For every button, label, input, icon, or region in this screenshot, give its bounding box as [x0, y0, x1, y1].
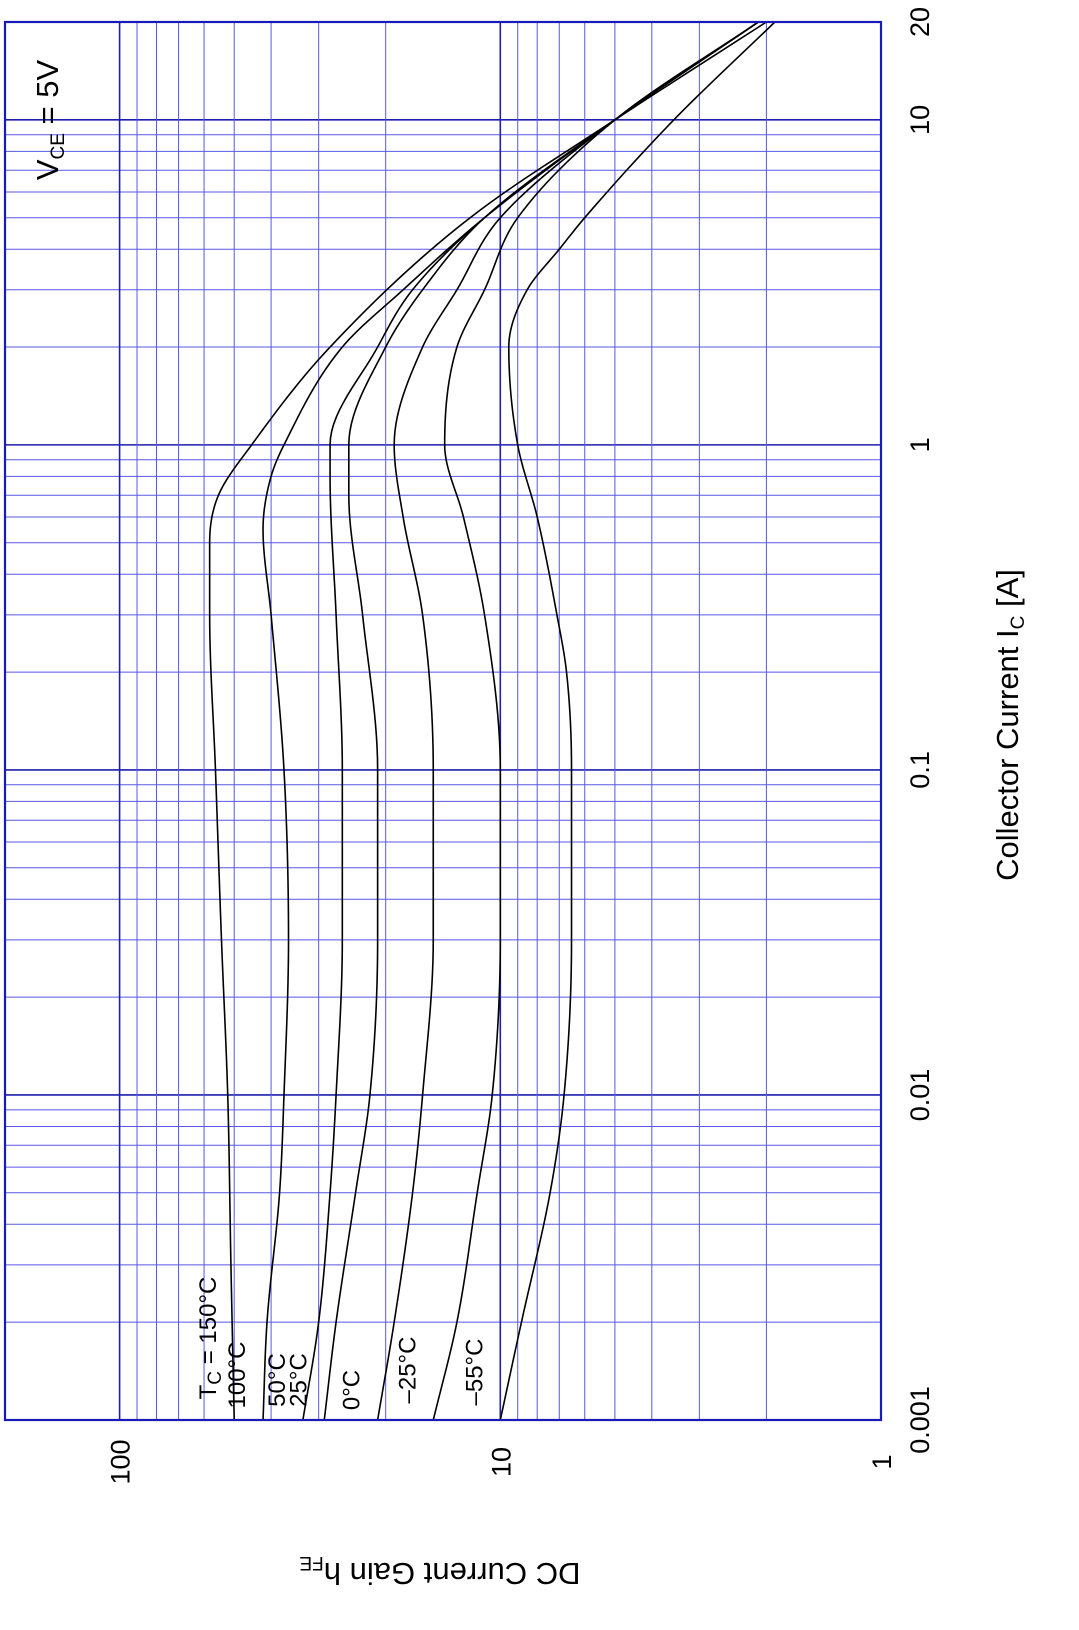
y-axis-title-sub: FE	[300, 1552, 324, 1573]
x-axis-title-tail: [A]	[990, 569, 1025, 616]
x-axis-title: Collector Current IC [A]	[990, 569, 1029, 881]
series-label-1: 100°C	[224, 1342, 251, 1409]
series-curve-1	[262, 21, 759, 1421]
series-label-text: 50°C	[264, 1353, 291, 1407]
series-curve-3	[323, 21, 759, 1421]
series-curve-6	[499, 21, 776, 1421]
series-label-main: –55°C	[461, 1339, 488, 1406]
x-tick-label: 1	[905, 437, 935, 452]
x-tick-label: 0.01	[905, 1069, 935, 1122]
series-curve-5	[432, 21, 759, 1421]
series-label-sub: C	[205, 1371, 226, 1385]
plot-curves	[208, 21, 776, 1421]
series-label-text: –55°C	[461, 1339, 488, 1406]
y-tick-label: 10	[486, 1447, 516, 1477]
series-label-main: 25°C	[285, 1353, 312, 1407]
series-label-3: 25°C	[285, 1353, 312, 1407]
x-axis-title-sub: C	[1008, 616, 1029, 630]
series-label-text: 0°C	[339, 1370, 366, 1410]
vce-annotation-main: V	[30, 159, 65, 180]
series-label-main: 0°C	[339, 1370, 366, 1410]
series-curve-0	[208, 21, 767, 1421]
series-label-tail: = 150°C	[195, 1277, 222, 1371]
series-curve-2	[302, 21, 759, 1421]
series-label-main: 50°C	[264, 1353, 291, 1407]
series-label-2: 50°C	[264, 1353, 291, 1407]
series-label-text: 25°C	[285, 1353, 312, 1407]
series-label-0: TC = 150°C	[195, 1277, 226, 1400]
y-tick-label: 100	[106, 1439, 136, 1484]
x-tick-label: 0.001	[905, 1386, 935, 1454]
plot-ticks: 0.001 0.01 0.1 1 10 20 1 10 100	[106, 7, 935, 1485]
vce-annotation-tail: = 5V	[30, 60, 65, 134]
series-label-text: –25°C	[394, 1337, 421, 1404]
series-label-text: 100°C	[224, 1342, 251, 1409]
plot-frame	[3, 20, 883, 1422]
x-tick-label: 10	[905, 105, 935, 135]
series-curve-4	[376, 21, 759, 1421]
x-axis-title-main: Collector Current I	[990, 629, 1025, 881]
y-axis-title-main: DC Current Gain h	[324, 1556, 581, 1591]
series-label-main: 100°C	[224, 1342, 251, 1409]
vce-annotation: VCE = 5V	[30, 60, 69, 181]
x-tick-label: 20	[905, 7, 935, 37]
x-tick-label: 0.1	[905, 751, 935, 789]
series-label-main: T	[195, 1384, 222, 1399]
series-label-text: TC = 150°C	[195, 1277, 226, 1400]
y-tick-label: 1	[867, 1454, 897, 1469]
plot-grid	[4, 21, 882, 1421]
series-label-5: –25°C	[394, 1337, 421, 1404]
vce-annotation-sub: CE	[48, 133, 69, 159]
series-label-6: –55°C	[461, 1339, 488, 1406]
series-label-main: –25°C	[394, 1337, 421, 1404]
y-axis-title: DC Current Gain hFE	[300, 1552, 581, 1591]
series-label-4: 0°C	[339, 1370, 366, 1410]
